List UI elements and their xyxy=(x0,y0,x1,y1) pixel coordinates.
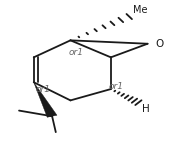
Text: or1: or1 xyxy=(109,82,124,91)
Text: Me: Me xyxy=(133,5,147,15)
Text: or1: or1 xyxy=(69,48,84,57)
Text: H: H xyxy=(142,104,150,114)
Polygon shape xyxy=(34,82,57,117)
Text: O: O xyxy=(155,39,163,49)
Text: or1: or1 xyxy=(36,85,51,94)
